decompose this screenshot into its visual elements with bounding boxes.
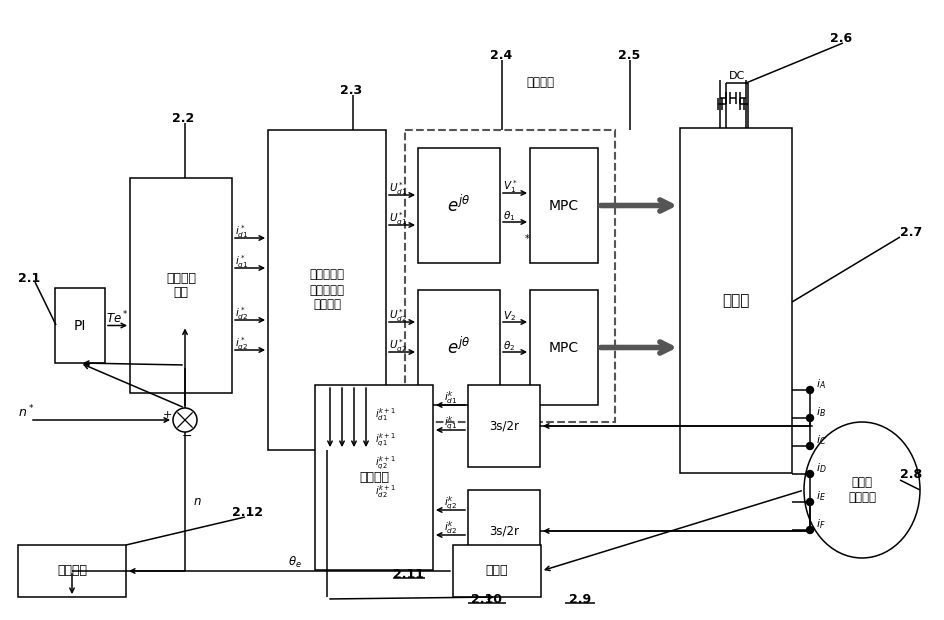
Text: $i^*_{d1}$: $i^*_{d1}$ bbox=[235, 224, 248, 241]
Text: 2.11: 2.11 bbox=[392, 569, 423, 582]
Text: $Te^*$: $Te^*$ bbox=[106, 310, 128, 327]
Text: $i^{k+1}_{q2}$: $i^{k+1}_{q2}$ bbox=[375, 454, 396, 472]
Text: $n$: $n$ bbox=[193, 495, 201, 508]
Text: 交错控制: 交错控制 bbox=[526, 76, 553, 89]
Bar bbox=[55, 288, 105, 363]
Text: $\theta_2$: $\theta_2$ bbox=[502, 339, 514, 353]
Text: 2.9: 2.9 bbox=[568, 593, 590, 606]
Text: −: − bbox=[181, 430, 192, 443]
Text: $i^{k+1}_{q1}$: $i^{k+1}_{q1}$ bbox=[375, 432, 396, 449]
Circle shape bbox=[805, 443, 813, 450]
Circle shape bbox=[805, 386, 813, 394]
Bar bbox=[452, 545, 540, 597]
Bar bbox=[314, 385, 432, 570]
Text: $*$: $*$ bbox=[523, 232, 530, 242]
Text: $i_D$: $i_D$ bbox=[815, 461, 826, 475]
Text: 编码器: 编码器 bbox=[485, 564, 508, 577]
Circle shape bbox=[805, 498, 813, 505]
Text: $V_2$: $V_2$ bbox=[502, 309, 515, 323]
Text: 逆变器: 逆变器 bbox=[721, 293, 749, 308]
Text: $U^*_{q1}$: $U^*_{q1}$ bbox=[389, 210, 407, 228]
Text: $e^{j\theta}$: $e^{j\theta}$ bbox=[447, 337, 470, 358]
Text: $i^*_{q1}$: $i^*_{q1}$ bbox=[235, 254, 248, 271]
Text: $i^k_{q2}$: $i^k_{q2}$ bbox=[444, 494, 457, 512]
Text: $i_B$: $i_B$ bbox=[815, 405, 825, 419]
Text: 电流预测: 电流预测 bbox=[359, 471, 389, 484]
Bar bbox=[417, 290, 499, 405]
Text: $i^*_{d2}$: $i^*_{d2}$ bbox=[235, 306, 248, 322]
Bar bbox=[417, 148, 499, 263]
Text: 基于精确离
散模型的无
差拍控制: 基于精确离 散模型的无 差拍控制 bbox=[310, 268, 345, 311]
Text: PI: PI bbox=[74, 319, 86, 332]
Text: 2.12: 2.12 bbox=[232, 505, 262, 518]
Text: 双三相
感应电机: 双三相 感应电机 bbox=[847, 476, 875, 504]
Circle shape bbox=[805, 415, 813, 422]
Text: 2.7: 2.7 bbox=[899, 226, 921, 239]
Text: $n^*$: $n^*$ bbox=[18, 404, 34, 420]
Circle shape bbox=[805, 471, 813, 477]
Text: DC: DC bbox=[728, 71, 744, 81]
Bar bbox=[530, 290, 598, 405]
Text: $i_C$: $i_C$ bbox=[815, 433, 826, 447]
Text: $i^*_{q2}$: $i^*_{q2}$ bbox=[235, 335, 248, 353]
Text: $U^*_{d1}$: $U^*_{d1}$ bbox=[389, 180, 407, 197]
Text: $i_F$: $i_F$ bbox=[815, 517, 825, 531]
Text: $i^{k+1}_{d1}$: $i^{k+1}_{d1}$ bbox=[375, 407, 396, 423]
Text: 3s/2r: 3s/2r bbox=[488, 525, 518, 538]
Text: MPC: MPC bbox=[548, 340, 579, 355]
Bar bbox=[680, 128, 791, 473]
Text: 2.1: 2.1 bbox=[18, 272, 41, 285]
Text: $i_E$: $i_E$ bbox=[815, 489, 825, 503]
Text: $\theta_e$: $\theta_e$ bbox=[287, 554, 301, 570]
Text: 2.2: 2.2 bbox=[172, 112, 194, 125]
Text: MPC: MPC bbox=[548, 198, 579, 213]
Text: 2.6: 2.6 bbox=[829, 32, 851, 45]
Text: 2.8: 2.8 bbox=[899, 469, 921, 482]
Circle shape bbox=[173, 408, 196, 432]
Text: $i_A$: $i_A$ bbox=[815, 377, 825, 391]
Text: 3s/2r: 3s/2r bbox=[488, 420, 518, 433]
Text: 效率优化
控制: 效率优化 控制 bbox=[166, 272, 195, 299]
Text: $U^*_{d2}$: $U^*_{d2}$ bbox=[389, 308, 407, 324]
Ellipse shape bbox=[803, 422, 919, 558]
Text: $i^k_{d1}$: $i^k_{d1}$ bbox=[444, 389, 457, 406]
Bar bbox=[130, 178, 232, 393]
Text: 2.10: 2.10 bbox=[471, 593, 502, 606]
Text: $i^k_{q1}$: $i^k_{q1}$ bbox=[444, 414, 457, 432]
Text: $i^{k+1}_{d2}$: $i^{k+1}_{d2}$ bbox=[375, 484, 396, 500]
Text: 2.3: 2.3 bbox=[340, 84, 362, 97]
Bar bbox=[530, 148, 598, 263]
Bar bbox=[405, 130, 615, 422]
Text: $e^{j\theta}$: $e^{j\theta}$ bbox=[447, 195, 470, 216]
Text: $i^k_{d2}$: $i^k_{d2}$ bbox=[444, 520, 457, 536]
Circle shape bbox=[805, 526, 813, 533]
Text: 转速计算: 转速计算 bbox=[57, 564, 87, 577]
Text: 2.4: 2.4 bbox=[490, 48, 512, 61]
Bar bbox=[268, 130, 385, 450]
Bar bbox=[467, 385, 539, 467]
Bar bbox=[467, 490, 539, 572]
Text: 2.5: 2.5 bbox=[617, 48, 640, 61]
Text: $V^*_1$: $V^*_1$ bbox=[502, 179, 517, 195]
Text: $U^*_{q2}$: $U^*_{q2}$ bbox=[389, 337, 407, 355]
Bar bbox=[18, 545, 126, 597]
Text: +: + bbox=[162, 410, 172, 420]
Text: $\theta_1$: $\theta_1$ bbox=[502, 209, 514, 223]
